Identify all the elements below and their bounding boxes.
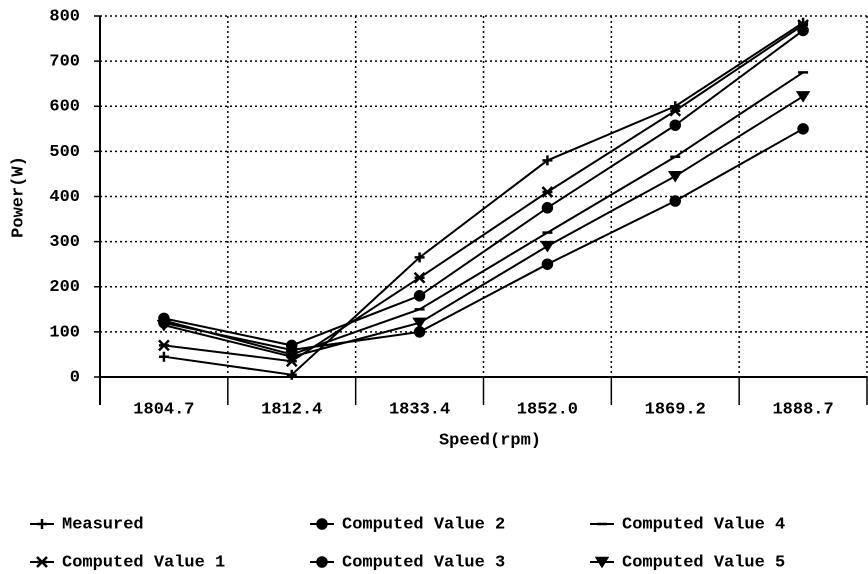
legend-label: Computed Value 4 bbox=[622, 515, 785, 534]
marker bbox=[541, 202, 554, 214]
y-tick-label: 600 bbox=[49, 98, 80, 117]
x-tick-label: 1812.4 bbox=[261, 400, 322, 419]
marker bbox=[284, 351, 300, 364]
x-axis-label: Speed(rpm) bbox=[439, 431, 541, 450]
legend-label: Measured bbox=[62, 515, 144, 534]
legend-label: Computed Value 2 bbox=[342, 515, 505, 534]
x-tick-label: 1852.0 bbox=[517, 400, 578, 419]
legend-label: Computed Value 5 bbox=[622, 553, 785, 572]
series-line bbox=[163, 24, 804, 363]
x-tick-label: 1869.2 bbox=[645, 400, 706, 419]
y-tick-label: 800 bbox=[49, 7, 80, 26]
marker bbox=[37, 519, 47, 529]
legend-label: Computed Value 1 bbox=[62, 553, 225, 572]
marker bbox=[667, 170, 683, 183]
y-tick-label: 700 bbox=[49, 53, 80, 72]
marker bbox=[540, 240, 555, 253]
marker bbox=[541, 258, 554, 270]
series-line bbox=[163, 95, 804, 358]
marker bbox=[286, 369, 297, 380]
marker bbox=[797, 24, 809, 37]
marker bbox=[316, 518, 328, 530]
y-tick-label: 300 bbox=[49, 233, 80, 252]
legend-label: Computed Value 3 bbox=[342, 553, 505, 572]
marker bbox=[669, 119, 681, 131]
marker bbox=[669, 195, 681, 207]
y-tick-label: 0 bbox=[70, 368, 80, 387]
marker bbox=[158, 351, 169, 362]
x-tick-label: 1888.7 bbox=[772, 400, 833, 419]
series-line bbox=[163, 21, 804, 376]
marker bbox=[795, 91, 811, 103]
x-tick-label: 1833.4 bbox=[389, 400, 450, 419]
y-axis-label: Power(W) bbox=[9, 156, 28, 238]
marker bbox=[156, 319, 172, 332]
x-tick-label: 1804.7 bbox=[133, 400, 194, 419]
marker bbox=[414, 252, 425, 263]
marker bbox=[542, 155, 553, 166]
series-line bbox=[163, 127, 804, 351]
y-tick-label: 500 bbox=[49, 143, 80, 162]
marker bbox=[669, 104, 682, 117]
marker bbox=[541, 186, 554, 198]
marker bbox=[797, 123, 809, 135]
y-tick-label: 100 bbox=[49, 323, 80, 342]
series-line bbox=[163, 29, 804, 347]
marker bbox=[36, 556, 48, 568]
marker bbox=[413, 271, 426, 284]
marker bbox=[316, 556, 328, 568]
marker bbox=[412, 317, 427, 330]
y-tick-label: 400 bbox=[49, 188, 80, 207]
marker bbox=[158, 339, 170, 352]
y-tick-label: 200 bbox=[49, 278, 80, 297]
marker bbox=[594, 556, 610, 569]
series-line bbox=[163, 71, 804, 356]
marker bbox=[413, 290, 426, 302]
